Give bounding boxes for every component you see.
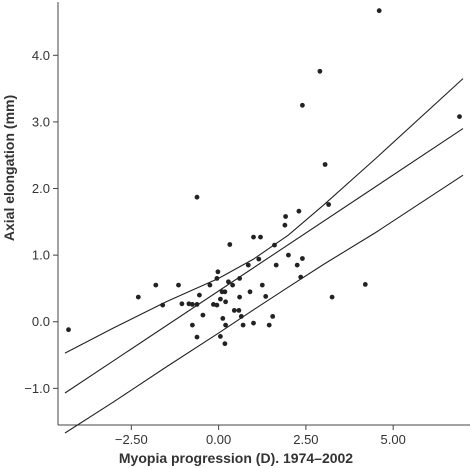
data-point [259,282,265,288]
data-point [247,289,253,295]
data-point [251,234,256,240]
data-point [194,334,200,340]
data-point [376,8,382,14]
y-tick-label: 2.0 [32,181,50,196]
data-point [160,302,166,308]
data-point [317,68,323,74]
y-axis: −1.0 0.0 1.0 2.0 3.0 4.0 [24,48,58,396]
data-point [218,334,223,339]
data-point [222,341,228,347]
data-point [236,308,242,313]
x-axis: −2.50 0.00 2.50 5.00 [115,425,406,447]
data-point [179,301,185,307]
data-point [194,302,200,307]
x-tick-label: 2.50 [293,432,318,447]
data-point [66,327,71,333]
data-point [238,314,244,319]
data-point [214,302,220,308]
data-point [153,282,159,288]
data-point [223,322,229,328]
data-point [230,282,236,288]
data-points [66,8,462,347]
data-point [300,102,305,108]
y-tick-label: 4.0 [32,48,50,63]
x-tick-label: 5.00 [381,432,406,447]
data-point [294,262,300,268]
data-point [300,256,305,261]
x-tick-label: 0.00 [206,432,231,447]
data-point [263,294,269,299]
data-point [273,262,279,268]
x-tick-label: −2.50 [115,432,148,447]
data-point [231,308,237,313]
data-point [283,214,288,219]
y-axis-title: Axial elongation (mm) [1,95,17,241]
data-point [258,234,263,240]
data-point [190,322,195,328]
data-point [135,294,141,300]
data-point [270,314,276,319]
y-tick-label: 3.0 [32,114,50,129]
data-point [190,302,195,307]
data-point [329,294,335,300]
regression-line [64,128,464,394]
data-point [220,316,226,321]
data-point [237,276,243,281]
data-point [226,279,231,285]
upper-confidence-line [64,78,464,354]
data-point [457,114,462,119]
data-point [215,269,221,275]
data-point [218,296,223,302]
data-point [362,282,368,287]
data-point [207,282,213,288]
data-point [214,276,220,281]
plot-area [57,2,470,426]
data-point [197,292,202,298]
x-axis-title: Myopia progression (D). 1974–2002 [119,450,353,466]
y-tick-label: −1.0 [24,381,50,396]
data-point [251,320,256,326]
data-point [326,202,331,207]
data-point [266,322,272,328]
data-point [200,312,206,318]
data-point [256,256,262,262]
data-point [240,322,246,328]
y-tick-label: 1.0 [32,248,50,263]
data-point [272,242,277,248]
data-point [298,274,304,280]
data-point [227,242,233,247]
data-point [194,194,200,200]
data-point [286,252,291,258]
data-point [296,208,302,214]
data-point [176,282,181,288]
data-point [245,262,251,268]
data-point [223,299,229,305]
data-point [282,222,288,228]
fit-lines [64,78,464,434]
lower-confidence-line [64,174,464,434]
data-point [322,162,328,167]
data-point [237,294,243,300]
y-tick-label: 0.0 [32,314,50,329]
data-point [222,289,228,295]
